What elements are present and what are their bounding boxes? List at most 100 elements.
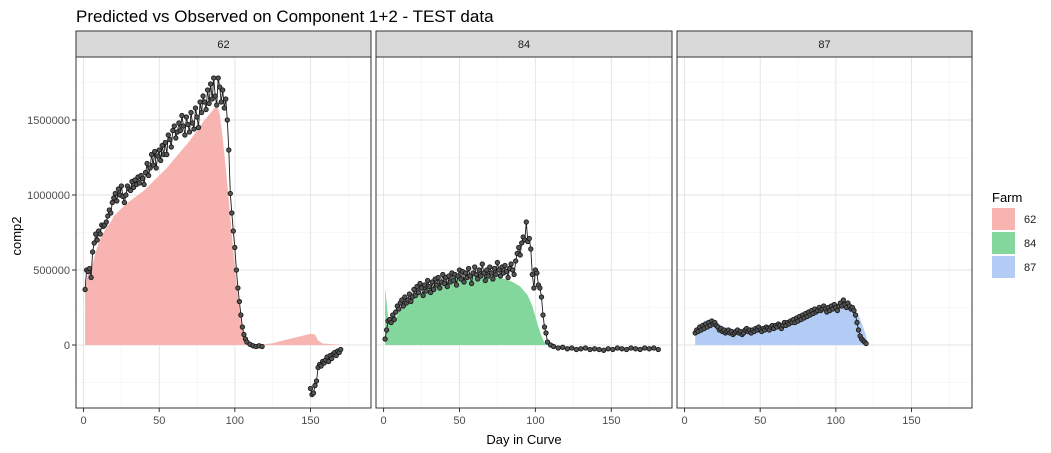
observed-point [863, 340, 869, 347]
observed-point [94, 237, 100, 243]
observed-point [215, 75, 221, 81]
observed-point [382, 336, 388, 342]
observed-point [852, 312, 859, 318]
observed-point [188, 109, 194, 116]
observed-point [206, 100, 212, 107]
x-tick-label: 0 [381, 415, 387, 427]
observed-point [239, 324, 246, 330]
observed-point [834, 307, 841, 314]
observed-point [118, 183, 125, 189]
observed-point [153, 165, 159, 171]
predicted-area-62 [85, 105, 341, 345]
observed-point [141, 181, 147, 188]
observed-point [204, 87, 211, 93]
observed-point [201, 99, 208, 105]
x-tick-label: 150 [602, 415, 620, 427]
observed-point [329, 355, 335, 362]
observed-point [130, 184, 137, 191]
observed-point [465, 265, 472, 272]
legend-label-84: 84 [1024, 238, 1036, 250]
observed-point [427, 289, 434, 296]
observed-point [458, 276, 464, 282]
observed-point [516, 244, 522, 251]
observed-point [651, 345, 657, 351]
observed-point [180, 123, 187, 129]
observed-point [511, 271, 517, 278]
observed-point [108, 210, 114, 216]
observed-point [655, 346, 661, 353]
observed-point [82, 286, 88, 293]
observed-point [105, 213, 111, 219]
x-axis-title: Day in Curve [486, 432, 561, 447]
legend-label-62: 62 [1024, 214, 1036, 226]
facet-strip-label: 87 [818, 39, 830, 51]
observed-point [610, 346, 616, 353]
facet-strip [75, 30, 372, 58]
observed-point [505, 274, 511, 281]
observed-point [203, 106, 209, 113]
observed-point [528, 246, 534, 252]
y-tick-label: 0 [64, 340, 70, 352]
observed-point [127, 187, 134, 194]
y-tick-label: 500000 [33, 265, 70, 277]
observed-point [534, 270, 540, 276]
observed-point [155, 153, 161, 159]
observed-point [167, 136, 173, 143]
observed-point [424, 277, 431, 284]
observed-point [325, 358, 332, 365]
x-tick-label: 100 [827, 415, 845, 427]
observed-point [646, 346, 652, 352]
observed-point [485, 273, 491, 279]
observed-point [619, 346, 625, 352]
observed-point [582, 345, 589, 351]
observed-point [189, 120, 196, 126]
observed-point [502, 262, 508, 269]
observed-point [587, 346, 593, 353]
observed-point [446, 273, 452, 279]
observed-point [435, 274, 441, 281]
observed-point [123, 192, 129, 198]
observed-point [550, 343, 557, 350]
observed-point [391, 316, 397, 323]
observed-point [159, 142, 165, 149]
observed-point [538, 294, 545, 300]
observed-point [591, 346, 598, 352]
observed-point [482, 277, 488, 284]
observed-point [152, 148, 158, 155]
legend-key-87 [992, 256, 1015, 278]
observed-point [192, 105, 199, 111]
observed-point [158, 157, 164, 164]
observed-point [136, 180, 143, 186]
observed-point [194, 114, 200, 120]
observed-point [209, 96, 215, 102]
observed-point [569, 345, 575, 351]
observed-point [421, 282, 428, 288]
observed-point [497, 273, 504, 279]
observed-point [393, 309, 399, 315]
observed-point [578, 346, 584, 352]
legend-title: Farm [992, 190, 1022, 205]
observed-point [97, 231, 103, 237]
observed-point [632, 346, 639, 352]
observed-point [455, 273, 461, 279]
observed-point [854, 319, 860, 326]
observed-point [540, 312, 546, 318]
legend-key-84 [992, 232, 1015, 254]
observed-point [185, 121, 191, 128]
facet-strip [375, 30, 673, 58]
observed-point [224, 117, 230, 123]
observed-point [478, 273, 484, 279]
observed-point [461, 279, 467, 285]
observed-point [109, 199, 115, 206]
observed-point [198, 109, 205, 116]
observed-point [596, 346, 602, 353]
x-tick-label: 150 [902, 415, 920, 427]
observed-point [573, 346, 580, 353]
x-tick-label: 50 [754, 415, 766, 427]
observed-point [132, 177, 138, 183]
observed-point [503, 268, 510, 275]
observed-point [417, 280, 423, 287]
facet-strip [676, 30, 973, 58]
observed-point [236, 298, 243, 305]
observed-point [537, 285, 543, 291]
